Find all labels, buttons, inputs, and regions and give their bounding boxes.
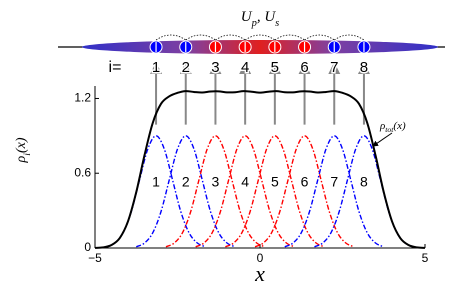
- y-tick-label: 1.2: [74, 91, 91, 105]
- label-part: (x): [393, 120, 406, 132]
- label-part: s: [275, 18, 279, 29]
- density-curve: [165, 135, 266, 248]
- curve-label: 4: [241, 174, 249, 190]
- site-index: 6: [300, 59, 308, 76]
- hopping-arc: [334, 34, 365, 41]
- curve-label: 5: [271, 174, 279, 190]
- site-index-label: i=: [109, 59, 122, 76]
- density-curve: [225, 135, 325, 248]
- curve-label: 1: [152, 174, 160, 190]
- label-part: tot: [385, 125, 394, 134]
- hopping-arc: [274, 34, 305, 41]
- density-curve: [314, 135, 414, 248]
- x-axis-label: x: [254, 261, 265, 286]
- site-index: 1: [152, 59, 160, 76]
- label-part: U: [241, 9, 253, 25]
- site-index: 5: [271, 59, 279, 76]
- label-part: (x): [14, 137, 29, 153]
- hopping-arc: [215, 34, 246, 41]
- coupling-label: Up, Us: [241, 9, 280, 28]
- curve-label: 8: [360, 174, 368, 190]
- label-part: , U: [257, 9, 277, 25]
- x-tick-label: 5: [422, 251, 429, 265]
- density-curve: [106, 135, 206, 248]
- curve-label: 7: [330, 174, 338, 190]
- site-index: 8: [360, 59, 368, 76]
- site-index: 4: [241, 59, 249, 76]
- density-curve: [284, 135, 385, 248]
- label-part: ρ: [14, 156, 29, 164]
- density-curve: [195, 135, 295, 248]
- curve-label: 3: [212, 174, 220, 190]
- label-part: i: [22, 153, 33, 156]
- curve-label: 2: [182, 174, 190, 190]
- y-tick-label: 0.6: [74, 165, 91, 179]
- total-density: [94, 90, 426, 249]
- total-label: ρtot(x): [379, 120, 406, 135]
- density-curve: [135, 135, 236, 248]
- x-tick-label: 0: [257, 251, 264, 265]
- hopping-arc: [185, 34, 216, 41]
- site-index: 3: [211, 59, 219, 76]
- hopping-arc: [155, 34, 186, 41]
- total-pointer: [372, 132, 393, 147]
- hopping-arc: [244, 34, 276, 41]
- curve-label: 6: [301, 174, 309, 190]
- y-tick-label: 0: [84, 240, 91, 254]
- label-part: p: [251, 18, 257, 29]
- chain-ellipse: [82, 40, 438, 54]
- site-index: 2: [182, 59, 190, 76]
- label-part: ρ: [379, 120, 385, 132]
- density-curve: [254, 135, 355, 248]
- y-axis-label: ρi(x): [14, 137, 33, 163]
- hopping-arc: [304, 34, 335, 41]
- x-tick-label: −5: [88, 251, 102, 265]
- site-index: 7: [330, 59, 338, 76]
